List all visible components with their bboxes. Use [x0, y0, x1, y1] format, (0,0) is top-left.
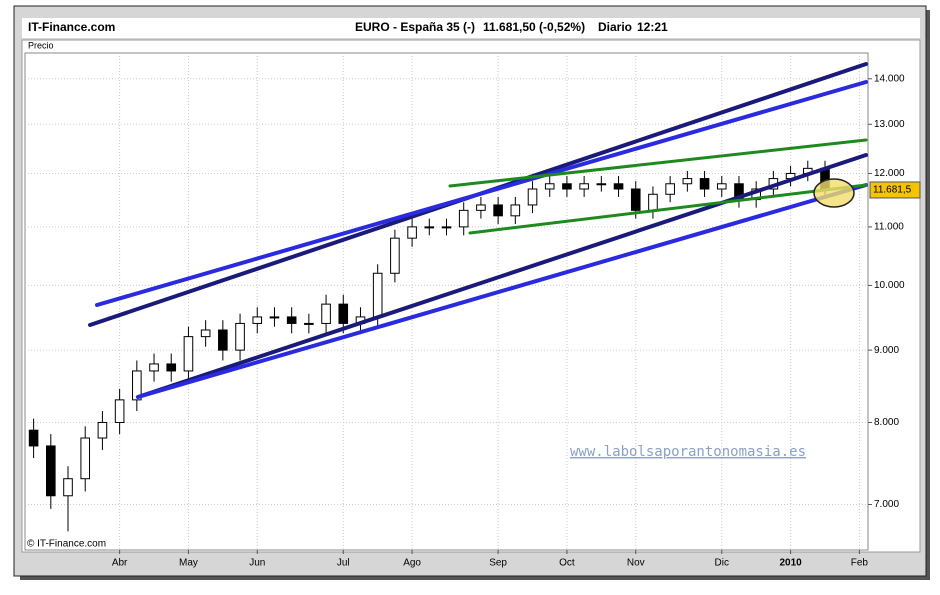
- x-tick-label: Oct: [559, 558, 575, 569]
- plot-area: [24, 52, 869, 551]
- trendlines: [88, 62, 868, 399]
- chart-title: EURO - España 35 (-): [355, 20, 475, 34]
- trendline: [136, 183, 868, 399]
- candle-body: [596, 183, 607, 186]
- candle-body: [562, 183, 572, 190]
- candle-body: [476, 204, 486, 211]
- candle-body: [28, 429, 39, 447]
- copyright: © IT-Finance.com: [27, 539, 106, 550]
- candle-body: [665, 183, 675, 195]
- last-price-box: [869, 181, 921, 199]
- y-tick-label: 13.000: [874, 119, 905, 130]
- candle-body: [80, 437, 91, 480]
- candles: [28, 160, 830, 532]
- candle-body: [493, 204, 503, 217]
- x-tick-label: May: [179, 558, 198, 569]
- candle-body: [166, 363, 177, 372]
- time: 12:21: [637, 20, 668, 34]
- candle-body: [321, 303, 331, 324]
- watermark: www.labolsaporantonomasia.es: [570, 444, 806, 460]
- candle-body: [338, 303, 349, 324]
- candle-body: [372, 272, 383, 318]
- candle-body: [441, 226, 452, 229]
- candle-body: [97, 421, 108, 439]
- trendline: [448, 138, 868, 188]
- y-tick-label: 7.000: [874, 499, 899, 510]
- candle-body: [716, 183, 727, 190]
- candle-body: [235, 322, 245, 351]
- candle-body: [613, 183, 624, 190]
- candle-body: [269, 316, 280, 319]
- x-tick-label: Jul: [337, 558, 350, 569]
- header-bar: [22, 18, 920, 38]
- x-tick-label: Sep: [489, 558, 507, 569]
- x-tick-label: 2010: [779, 558, 802, 569]
- candle-body: [63, 478, 73, 497]
- x-tick-label: Jun: [249, 558, 265, 569]
- last-price-label: 11.681,5: [873, 185, 912, 196]
- candle-body: [648, 193, 658, 211]
- y-tick-label: 10.000: [874, 280, 905, 291]
- y-tick-label: 9.000: [874, 345, 899, 356]
- period: Diario: [598, 20, 632, 34]
- candle-body: [544, 183, 555, 190]
- trendline: [95, 80, 868, 307]
- x-tick-label: Dic: [715, 558, 729, 569]
- candle-body: [424, 226, 435, 229]
- candle-body: [252, 316, 263, 324]
- y-tick-label: 8.000: [874, 417, 899, 428]
- quote: 11.681,50 (-0,52%): [483, 20, 585, 34]
- x-tick-label: Feb: [851, 558, 869, 569]
- x-tick-label: Nov: [627, 558, 645, 569]
- candle-body: [200, 329, 211, 338]
- candle-body: [304, 322, 314, 325]
- highlight-circle: [813, 178, 855, 208]
- candle-body: [682, 178, 693, 185]
- candle-body: [407, 226, 417, 239]
- candle-body: [149, 363, 159, 372]
- y-tick-label: 12.000: [874, 168, 905, 179]
- x-tick-label: Ago: [403, 558, 421, 569]
- candle-body: [286, 316, 297, 324]
- x-tick-label: Abr: [112, 558, 128, 569]
- candle-body: [183, 336, 194, 372]
- candle-body: [132, 370, 142, 401]
- y-axis-title: Precio: [28, 40, 54, 50]
- y-tick-label: 14.000: [874, 73, 905, 84]
- trendline: [136, 153, 868, 399]
- brand: IT-Finance.com: [28, 20, 115, 34]
- trendline: [468, 183, 868, 235]
- candle-body: [630, 188, 641, 211]
- candle-body: [218, 329, 228, 351]
- y-tick-label: 11.000: [874, 222, 904, 233]
- candle-body: [46, 445, 56, 497]
- candle-body: [458, 209, 469, 228]
- candle-body: [699, 178, 710, 190]
- candle-body: [527, 188, 538, 206]
- candle-body: [579, 183, 589, 190]
- candle-body: [114, 399, 125, 423]
- candle-body: [390, 237, 400, 274]
- candle-body: [510, 204, 521, 217]
